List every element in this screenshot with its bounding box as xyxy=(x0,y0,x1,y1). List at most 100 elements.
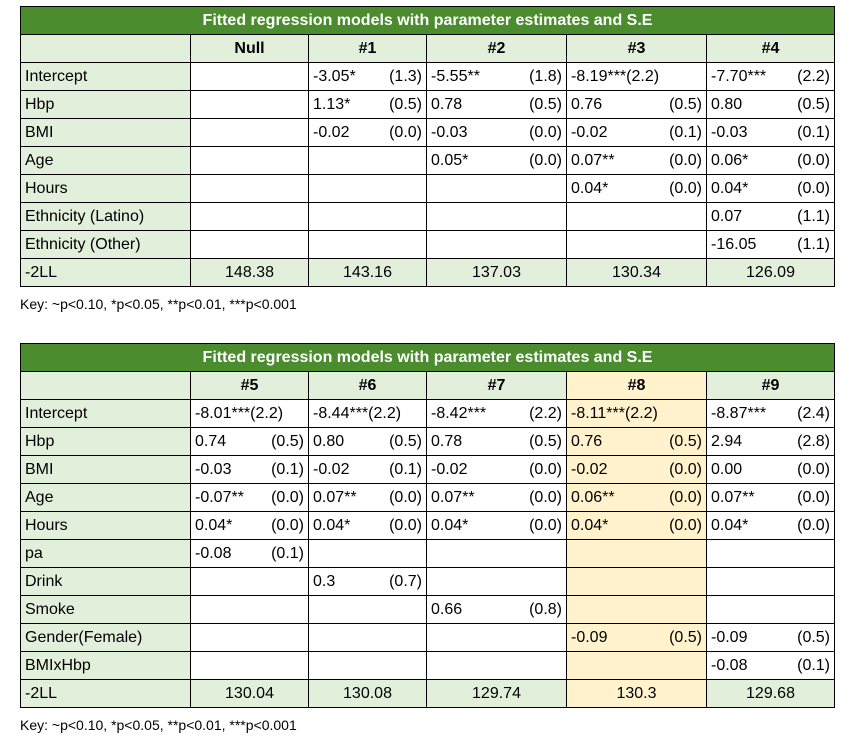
estimate-cell xyxy=(190,567,309,596)
estimate-value: -8.19***(2.2) xyxy=(571,67,660,85)
table-row: Ethnicity (Other) -16.05 (1.1) xyxy=(20,230,836,259)
estimate-value: -0.08 xyxy=(195,544,232,562)
estimate-cell: 0.78 (0.5) xyxy=(426,427,567,456)
standard-error: (0.0) xyxy=(529,488,562,506)
standard-error: (0.0) xyxy=(529,460,562,478)
standard-error: (0.5) xyxy=(669,628,702,646)
estimate-cell xyxy=(308,623,427,652)
standard-error: (1.8) xyxy=(529,67,562,85)
standard-error: (0.0) xyxy=(529,516,562,534)
estimate-value: 0.78 xyxy=(431,95,463,113)
row-label: Age xyxy=(20,483,191,512)
estimate-cell: -0.02 (0.1) xyxy=(308,455,427,484)
estimate-value: 0.76 xyxy=(571,95,603,113)
estimate-value: 0.04* xyxy=(711,516,749,534)
estimate-cell xyxy=(308,230,427,259)
table-title-row: Fitted regression models with parameter … xyxy=(19,6,836,35)
estimate-cell xyxy=(426,230,567,259)
significance-key-2: Key: ~p<0.10, *p<0.05, **p<0.01, ***p<0.… xyxy=(20,717,297,733)
row-label: Hours xyxy=(20,174,191,203)
standard-error: (0.0) xyxy=(669,516,702,534)
estimate-cell xyxy=(190,174,309,203)
estimate-cell xyxy=(426,539,567,568)
table-row: Hours 0.04* (0.0) 0.04* (0.0) 0.04* (0.0) 0.04*… xyxy=(20,511,836,540)
standard-error: (0.5) xyxy=(389,432,422,450)
loglik-value: 130.3 xyxy=(566,679,707,708)
estimate-value: 0.04* xyxy=(711,179,749,197)
row-label: BMIxHbp xyxy=(20,651,191,680)
model-header: #3 xyxy=(566,34,707,63)
table-title: Fitted regression models with parameter … xyxy=(19,6,836,35)
standard-error: (0.0) xyxy=(529,151,562,169)
row-label: Ethnicity (Latino) xyxy=(20,202,191,231)
model-header: #9 xyxy=(705,371,836,400)
loglik-value: 129.68 xyxy=(705,679,836,708)
row-label: BMI xyxy=(20,118,191,147)
estimate-value: 0.06* xyxy=(711,151,749,169)
loglik-value: 143.16 xyxy=(308,258,427,287)
estimate-cell: -8.01***(2.2) xyxy=(190,399,309,428)
standard-error: (2.2) xyxy=(797,67,831,85)
estimate-cell: 0.74 (0.5) xyxy=(190,427,309,456)
estimate-cell: -8.19***(2.2) xyxy=(566,62,707,91)
table-row: Intercept -3.05* (1.3) -5.55** (1.8) -8.19***… xyxy=(20,62,836,91)
standard-error: (0.1) xyxy=(271,460,304,478)
estimate-value: -8.42*** xyxy=(431,404,487,422)
table-row: BMI -0.03 (0.1) -0.02 (0.1) -0.02 (0.0) -0.02 (0… xyxy=(20,455,836,484)
standard-error: (0.0) xyxy=(271,516,304,534)
standard-error: (0.5) xyxy=(529,95,562,113)
table-row: Gender(Female) -0.09 (0.5) -0.09 (0.5) xyxy=(20,623,836,652)
estimate-value: -0.09 xyxy=(571,628,608,646)
estimate-cell: 2.94 (2.8) xyxy=(705,427,836,456)
standard-error: (0.5) xyxy=(797,628,831,646)
estimate-cell xyxy=(190,202,309,231)
estimate-cell: 0.78 (0.5) xyxy=(426,90,567,119)
estimate-cell xyxy=(190,118,309,147)
model-header: #2 xyxy=(426,34,567,63)
header-row: #5 #6 #7 #8 #9 xyxy=(20,371,836,400)
table-row: Hbp 1.13* (0.5) 0.78 (0.5) 0.76 (0.5) 0.80 (0.5) xyxy=(20,90,836,119)
estimate-value: 0.76 xyxy=(571,432,603,450)
estimate-cell xyxy=(566,539,707,568)
estimate-value: 0.04* xyxy=(195,516,233,534)
standard-error: (0.0) xyxy=(389,516,422,534)
estimate-cell: 0.80 (0.5) xyxy=(705,90,836,119)
estimate-cell xyxy=(308,174,427,203)
estimate-value: -0.03 xyxy=(431,123,468,141)
estimate-cell: -0.02 (0.0) xyxy=(308,118,427,147)
estimate-value: 0.80 xyxy=(711,95,743,113)
standard-error: (0.0) xyxy=(797,460,831,478)
standard-error: (0.0) xyxy=(797,151,831,169)
estimate-value: -0.02 xyxy=(431,460,468,478)
estimate-value: 0.07 xyxy=(711,207,743,225)
header-row: Null #1 #2 #3 #4 xyxy=(20,34,836,63)
estimate-cell: -0.08 (0.1) xyxy=(190,539,309,568)
row-label: Hours xyxy=(20,511,191,540)
standard-error: (2.8) xyxy=(797,432,831,450)
standard-error: (0.5) xyxy=(529,432,562,450)
estimate-value: -8.87*** xyxy=(711,404,767,422)
loglik-value: 130.34 xyxy=(566,258,707,287)
estimate-cell xyxy=(705,567,836,596)
estimate-value: 0.04* xyxy=(571,516,609,534)
estimate-value: 0.04* xyxy=(313,516,351,534)
standard-error: (0.0) xyxy=(669,460,702,478)
row-label: Intercept xyxy=(20,399,191,428)
estimate-cell: -0.03 (0.1) xyxy=(705,118,836,147)
estimate-value: -0.03 xyxy=(195,460,232,478)
model-header: #1 xyxy=(308,34,427,63)
table-row: pa -0.08 (0.1) xyxy=(20,539,836,568)
estimate-cell xyxy=(190,62,309,91)
standard-error: (0.5) xyxy=(669,432,702,450)
estimate-cell: 0.04* (0.0) xyxy=(426,511,567,540)
row-label: Drink xyxy=(20,567,191,596)
estimate-cell: -0.03 (0.1) xyxy=(190,455,309,484)
estimate-value: -0.02 xyxy=(571,460,608,478)
estimate-cell: 0.06* (0.0) xyxy=(705,146,836,175)
estimate-cell xyxy=(426,567,567,596)
estimate-cell xyxy=(426,174,567,203)
standard-error: (0.0) xyxy=(797,516,831,534)
table-row: Ethnicity (Latino) 0.07 (1.1) xyxy=(20,202,836,231)
estimate-cell: 0.04* (0.0) xyxy=(190,511,309,540)
estimate-value: -5.55** xyxy=(431,67,480,85)
